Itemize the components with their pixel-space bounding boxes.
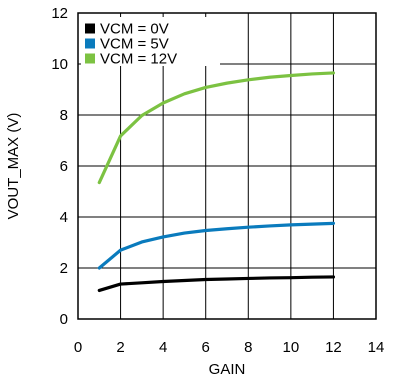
y-tick-label: 12	[51, 5, 68, 22]
y-axis-tick-labels: 0 2 4 6 8 10 12	[51, 5, 68, 328]
x-tick-label: 14	[368, 339, 385, 356]
legend-swatch	[85, 53, 95, 64]
series-lines	[97, 71, 336, 293]
x-tick-label: 4	[159, 339, 167, 356]
series-line-3	[97, 71, 336, 185]
legend-swatch	[85, 23, 95, 34]
x-axis-title: GAIN	[209, 361, 246, 378]
x-tick-label: 6	[202, 339, 210, 356]
y-tick-label: 8	[60, 107, 68, 124]
y-tick-label: 4	[60, 209, 68, 226]
y-tick-label: 10	[51, 56, 68, 73]
y-tick-label: 0	[60, 311, 68, 328]
x-tick-label: 8	[244, 339, 252, 356]
x-tick-label: 2	[116, 339, 124, 356]
plot-frame	[77, 12, 377, 320]
y-axis-title: VOUT_MAX (V)	[5, 113, 22, 220]
x-tick-label: 10	[283, 339, 300, 356]
y-tick-label: 2	[60, 260, 68, 277]
x-axis-tick-labels: 0 2 4 6 8 10 12 14	[74, 339, 385, 356]
legend-background	[81, 17, 220, 66]
y-tick-label: 6	[60, 158, 68, 175]
legend-label: VCM = 5V	[100, 36, 169, 53]
series-line-1	[97, 275, 336, 293]
series-line-2	[97, 221, 336, 270]
legend-label: VCM = 12V	[100, 51, 177, 68]
legend-label: VCM = 0V	[100, 21, 169, 38]
x-tick-label: 0	[74, 339, 82, 356]
legend-swatch	[85, 38, 95, 49]
x-tick-label: 12	[325, 339, 342, 356]
